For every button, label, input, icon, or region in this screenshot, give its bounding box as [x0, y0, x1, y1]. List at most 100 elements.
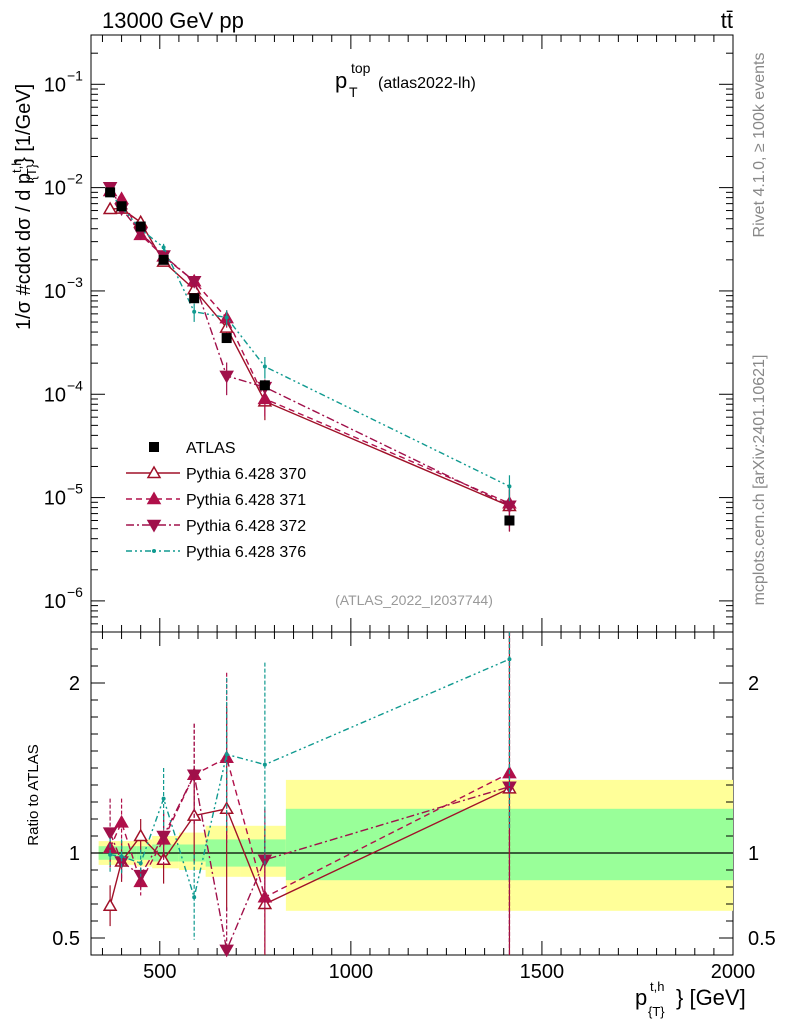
legend: ATLAS Pythia 6.428 370 Pythia 6.428 371 Pyt…	[126, 440, 306, 561]
svg-text:top: top	[351, 60, 371, 76]
main-series-marker	[161, 245, 166, 250]
main-series-marker	[262, 364, 267, 369]
ratio-series-marker	[108, 852, 113, 857]
ratio-series-marker	[161, 796, 166, 801]
ratio-series-marker	[133, 828, 148, 842]
y-axis-label: 1/σ #cdot dσ / d pt,h{T}} [1/GeV]	[9, 84, 39, 330]
legend-label: Pythia 6.428 372	[186, 518, 306, 535]
ratio-series-marker	[119, 854, 124, 859]
legend-entry: Pythia 6.428 371	[126, 491, 306, 509]
legend-label: Pythia 6.428 376	[186, 544, 306, 561]
y-tick-label: 10	[44, 591, 66, 613]
atlas-data-point	[105, 187, 116, 198]
legend-entry: Pythia 6.428 370	[126, 465, 306, 483]
y-tick-label-exp: −2	[67, 171, 83, 187]
svg-text:{T}: {T}	[648, 1004, 665, 1019]
main-series-marker	[192, 309, 197, 314]
atlas-data-point	[135, 221, 146, 232]
y-tick-label-exp: −1	[67, 67, 83, 83]
svg-text:(atlas2022-lh): (atlas2022-lh)	[378, 75, 476, 92]
ratio-series-marker	[219, 944, 234, 958]
y-tick-label-exp: −4	[67, 377, 83, 393]
main-series-line	[109, 192, 510, 487]
ratio-tick-label: 1	[69, 843, 80, 865]
ratio-series-marker	[507, 657, 512, 662]
atlas-data-point	[158, 254, 169, 265]
x-tick-label: 1500	[520, 961, 565, 983]
ratio-axis-label: Ratio to ATLAS	[25, 744, 42, 845]
atlas-data-point	[504, 515, 515, 526]
ratio-tick-label: 0.5	[52, 928, 80, 950]
ratio-tick-label-right: 2	[748, 673, 759, 695]
y-tick-label-exp: −3	[67, 274, 83, 290]
x-tick-label: 500	[143, 961, 176, 983]
main-series-marker	[502, 500, 517, 514]
x-tick-label: 2000	[711, 961, 756, 983]
ratio-series-marker	[102, 827, 118, 841]
main-series-marker	[219, 370, 234, 384]
ratio-series-marker	[138, 861, 143, 866]
main-series-marker	[186, 275, 202, 289]
ratio-series-marker	[224, 752, 229, 757]
main-series-line	[110, 207, 510, 507]
atlas-data-point	[116, 201, 127, 212]
svg-text:p: p	[335, 68, 347, 93]
legend-label-atlas: ATLAS	[186, 440, 236, 457]
ratio-series-marker	[114, 814, 129, 828]
ratio-series-marker	[262, 762, 267, 767]
y-tick-label: 10	[44, 281, 66, 303]
main-series-line	[109, 190, 510, 504]
ratio-tick-label: 2	[69, 673, 80, 695]
y-tick-label-exp: −5	[67, 481, 83, 497]
legend-entry-atlas: ATLAS	[149, 440, 236, 457]
atlas-data-point	[189, 293, 200, 304]
y-tick-label-exp: −6	[67, 584, 83, 600]
legend-marker	[146, 491, 162, 505]
ratio-series-marker	[156, 830, 171, 844]
atlas-data-point	[259, 380, 270, 391]
svg-text:1/σ #cdot dσ / d pt,h{T}} [1/G: 1/σ #cdot dσ / d pt,h{T}} [1/GeV]	[9, 84, 39, 330]
legend-marker	[146, 519, 162, 533]
y-tick-label: 10	[44, 74, 66, 96]
svg-text:T: T	[349, 84, 358, 100]
svg-text:t,h: t,h	[650, 979, 664, 994]
y-tick-label: 10	[44, 488, 66, 510]
x-tick-label: 1000	[329, 961, 374, 983]
rivet-label: Rivet 4.1.0, ≥ 100k events	[751, 53, 768, 238]
main-series-line	[109, 186, 510, 507]
y-tick-label: 10	[44, 384, 66, 406]
legend-label: Pythia 6.428 371	[186, 492, 306, 509]
y-tick-label: 10	[44, 178, 66, 200]
svg-text:} [GeV]: } [GeV]	[676, 985, 746, 1010]
series-layer	[102, 182, 517, 958]
main-series-marker	[507, 484, 512, 489]
legend-entry: Pythia 6.428 376	[126, 544, 306, 561]
svg-text:p: p	[635, 985, 647, 1010]
main-series-marker	[102, 201, 118, 215]
beam-label: 13000 GeV pp	[102, 8, 244, 33]
x-axis-label: p t,h {T} } [GeV]	[635, 979, 746, 1019]
ratio-series-line	[110, 658, 510, 900]
ratio-series-marker	[186, 769, 202, 783]
ratio-tick-label-right: 1	[748, 843, 759, 865]
process-label: tt̄	[721, 8, 733, 33]
ratio-series-marker	[192, 895, 197, 900]
atlas-data-point	[221, 333, 232, 344]
ratio-tick-label-right: 0.5	[748, 928, 776, 950]
analysis-id: (ATLAS_2022_I2037744)	[335, 592, 493, 608]
legend-entry: Pythia 6.428 372	[126, 518, 306, 535]
main-series-marker	[224, 315, 229, 320]
plot-title: p top T (atlas2022-lh)	[335, 60, 476, 100]
legend-label: Pythia 6.428 370	[186, 466, 306, 483]
ratio-series-marker	[102, 898, 118, 911]
ratio-series-line	[109, 772, 510, 953]
ratio-series-line	[109, 756, 510, 899]
legend-marker	[146, 465, 162, 479]
main-panel-frame	[90, 34, 734, 633]
ratio-uncertainty-bands	[91, 779, 733, 911]
mcplots-label: mcplots.cern.ch [arXiv:2401.10621]	[751, 355, 768, 606]
legend-marker	[152, 549, 156, 553]
